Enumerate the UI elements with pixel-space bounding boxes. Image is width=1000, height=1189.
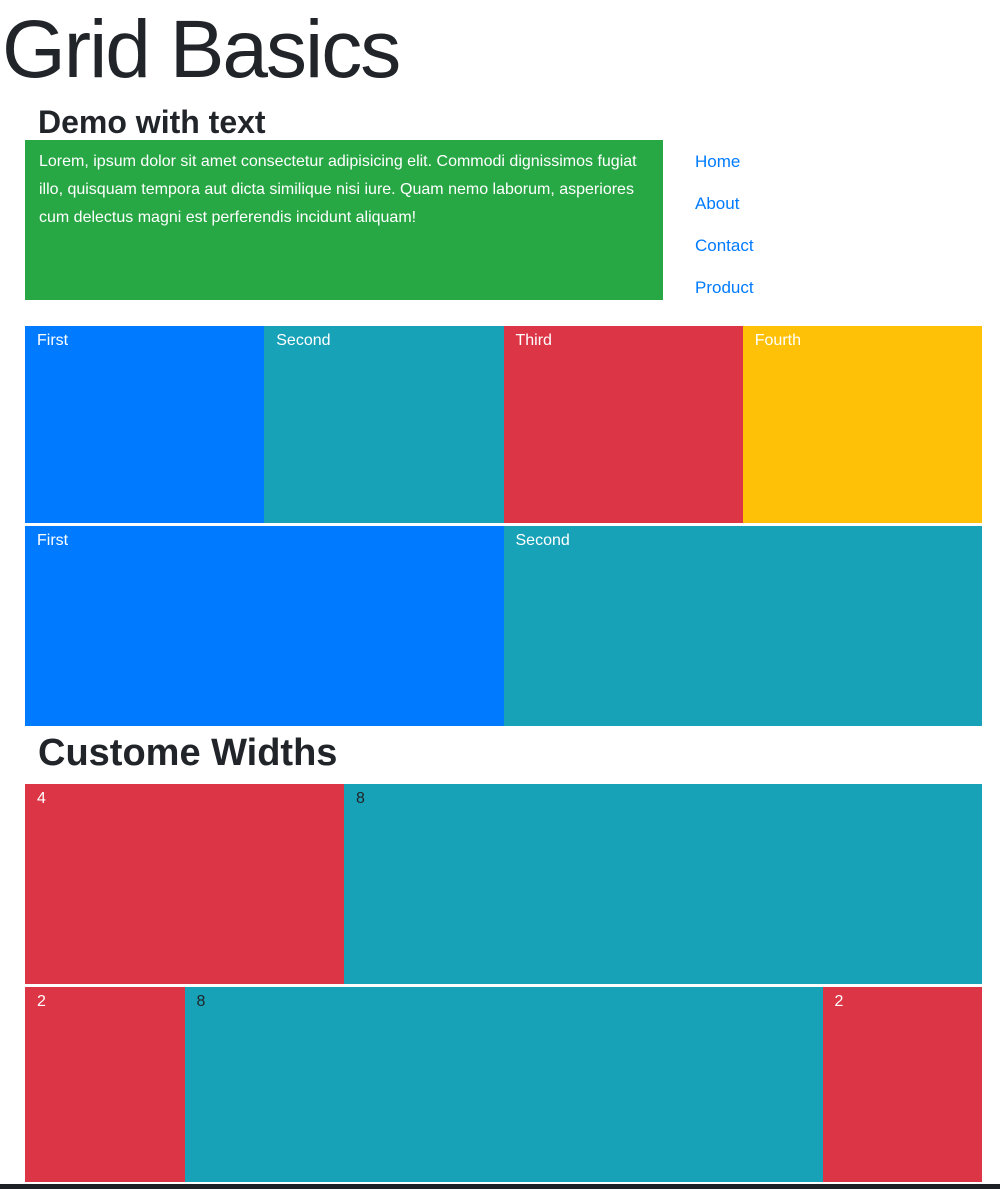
nav-list-item: About: [695, 195, 982, 214]
grid-col-span-8: 8: [343, 784, 982, 984]
custom-widths-heading: Custome Widths: [38, 732, 338, 774]
grid-col-first-half: First: [25, 526, 504, 726]
nav-link-product[interactable]: Product: [695, 278, 754, 297]
bottom-dark-bar: [0, 1184, 1000, 1189]
demo-row: Lorem, ipsum dolor sit amet consectetur …: [25, 140, 982, 321]
nav-link-home[interactable]: Home: [695, 152, 741, 171]
nav-list-item: Product: [695, 279, 982, 298]
nav-list-item: Contact: [695, 237, 982, 256]
grid-col-span-2-right: 2: [822, 987, 982, 1182]
nav-link-list: Home About Contact Product: [695, 153, 982, 298]
grid-row-2-8-2: 2 8 2: [25, 987, 982, 1182]
grid-col-span-2-left: 2: [25, 987, 185, 1182]
grid-row-two-columns: First Second: [25, 526, 982, 726]
grid-col-fourth: Fourth: [742, 326, 982, 523]
main-container: Demo with text Lorem, ipsum dolor sit am…: [25, 104, 982, 1182]
nav-link-contact[interactable]: Contact: [695, 236, 754, 255]
grid-row-four-columns: First Second Third Fourth: [25, 326, 982, 523]
nav-link-about[interactable]: About: [695, 194, 740, 213]
grid-col-first: First: [25, 326, 265, 523]
page: Grid Basics Demo with text Lorem, ipsum …: [0, 6, 1000, 1189]
nav-list-item: Home: [695, 153, 982, 172]
grid-col-third: Third: [503, 326, 743, 523]
lorem-text-box: Lorem, ipsum dolor sit amet consectetur …: [25, 140, 663, 300]
grid-row-4-8: 4 8: [25, 784, 982, 984]
grid-col-second-half: Second: [503, 526, 982, 726]
grid-col-span-4: 4: [25, 784, 344, 984]
demo-section-heading: Demo with text: [38, 104, 266, 140]
side-nav: Home About Contact Product: [663, 140, 982, 321]
grid-col-span-8-middle: 8: [184, 987, 823, 1182]
page-title: Grid Basics: [2, 4, 401, 95]
grid-col-second: Second: [264, 326, 504, 523]
